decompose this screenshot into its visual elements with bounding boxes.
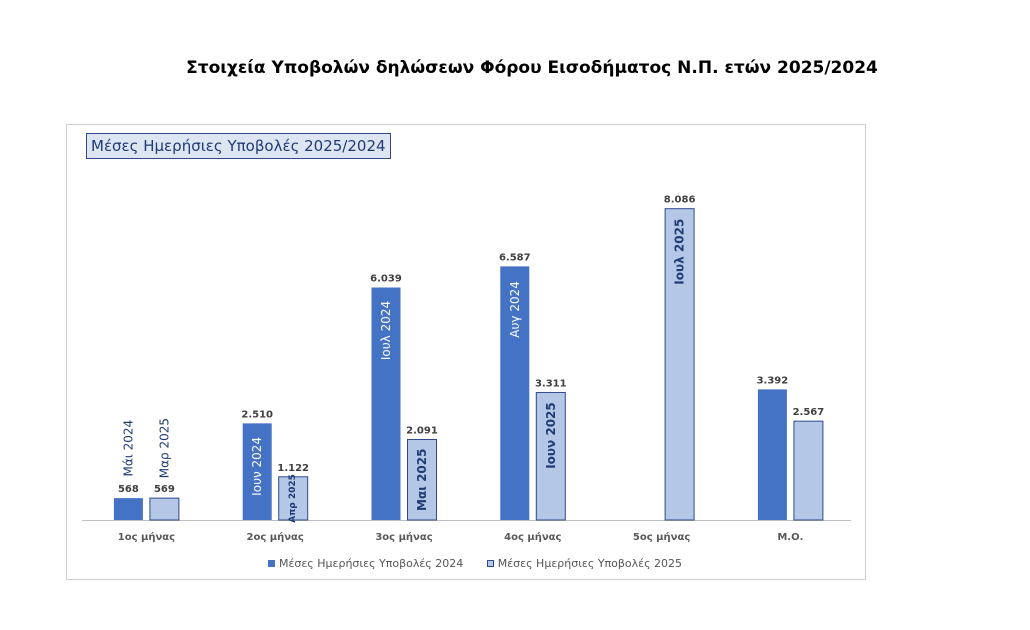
- data-label-2025: 2.091: [406, 425, 438, 436]
- data-label-2025: 3.311: [535, 379, 567, 390]
- bar-2024: [113, 498, 143, 520]
- data-label-2024: 568: [118, 484, 139, 495]
- data-label-2025: 1.122: [277, 463, 309, 474]
- bar-2025: [407, 438, 437, 521]
- legend-swatch-2025: [486, 560, 494, 567]
- x-tick-label: 4ος μήνας: [504, 531, 561, 543]
- month-label-2025: Μαι 2025: [415, 449, 429, 511]
- bar-2024: [242, 423, 272, 520]
- bar-2025: [535, 392, 566, 521]
- bar-2025: [149, 497, 180, 521]
- data-label-2025: 2.567: [793, 407, 825, 418]
- month-label-2025: Ιουλ 2025: [673, 219, 687, 285]
- month-label-2025: Απρ 2025: [288, 474, 298, 523]
- x-tick-label: 5ος μήνας: [633, 531, 690, 543]
- legend-item-2024: Μέσες Ημερήσιες Υποβολές 2024: [267, 557, 464, 570]
- page-title: Στοιχεία Υποβολών δηλώσεων Φόρου Εισοδήμ…: [186, 58, 878, 78]
- month-label-2024: Ιουν 2024: [250, 437, 264, 496]
- data-label-2025: 8.086: [664, 195, 696, 206]
- legend-swatch-2024: [267, 560, 275, 567]
- x-tick-label: Μ.Ο.: [777, 532, 803, 543]
- month-label-2025: Μαρ 2025: [157, 418, 171, 478]
- month-label-2024: Αυγ 2024: [508, 281, 522, 338]
- bar-2024: [757, 389, 787, 520]
- x-tick-label: 3ος μήνας: [375, 531, 432, 543]
- x-tick-label: 1ος μήνας: [118, 531, 175, 543]
- chart-title: Μέσες Ημερήσιες Υποβολές 2025/2024: [86, 133, 391, 159]
- month-label-2024: Μάι 2024: [121, 420, 135, 477]
- month-label-2024: Ιουλ 2024: [379, 301, 393, 360]
- legend-item-2025: Μέσες Ημερήσιες Υποβολές 2025: [486, 557, 683, 570]
- data-label-2024: 6.587: [499, 252, 531, 263]
- data-label-2024: 6.039: [370, 273, 402, 284]
- month-label-2025: Ιουν 2025: [544, 402, 558, 469]
- data-label-2025: 569: [154, 484, 175, 495]
- legend-label-2024: Μέσες Ημερήσιες Υποβολές 2024: [278, 557, 464, 570]
- bar-2024: [371, 287, 401, 520]
- data-label-2024: 3.392: [757, 375, 789, 386]
- chart-legend: Μέσες Ημερήσιες Υποβολές 2024 Μέσες Ημερ…: [0, 557, 950, 570]
- x-tick-label: 2ος μήνας: [247, 531, 304, 543]
- bar-2025: [278, 476, 309, 521]
- bar-2025: [793, 420, 824, 521]
- legend-label-2025: Μέσες Ημερήσιες Υποβολές 2025: [497, 557, 683, 570]
- bar-2024: [500, 266, 530, 520]
- chart-frame: [66, 124, 866, 580]
- bar-2025: [664, 208, 695, 521]
- data-label-2024: 2.510: [241, 409, 273, 420]
